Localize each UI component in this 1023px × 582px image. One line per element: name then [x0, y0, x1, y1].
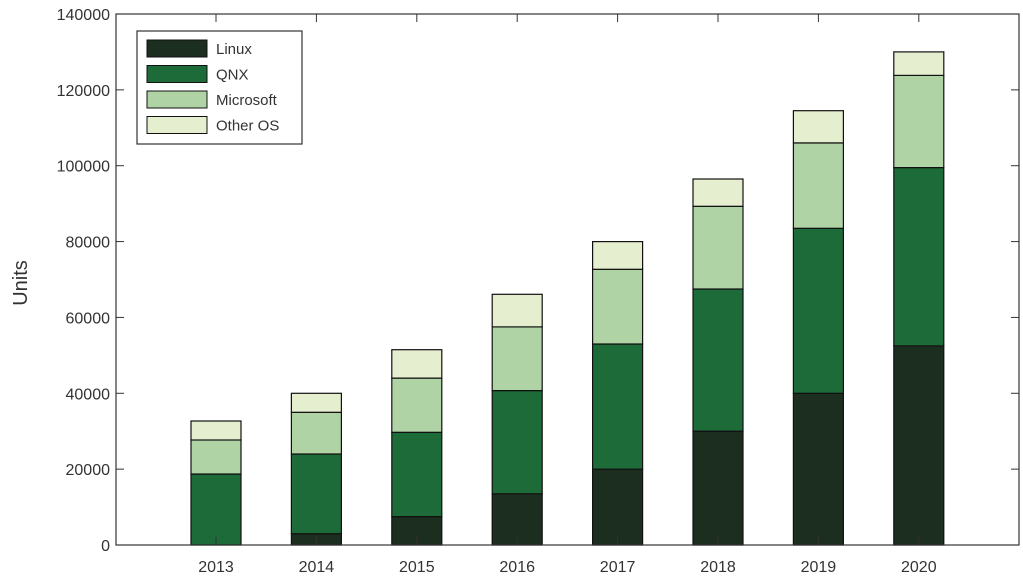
x-tick-label: 2020: [901, 559, 937, 576]
bar-segment-other-os-2017: [591, 241, 644, 270]
bar-segment-microsoft-2018: [692, 205, 744, 290]
bar-segment-microsoft-2016: [491, 326, 543, 392]
legend-label: QNX: [216, 67, 249, 84]
legend-swatch-linux: [146, 39, 208, 58]
y-tick-label: 100000: [57, 159, 110, 176]
bar-segment-linux-2017: [591, 468, 644, 546]
y-tick-label: 60000: [66, 310, 111, 327]
bar-segment-microsoft-2017: [591, 268, 644, 345]
bar-segment-linux-2018: [692, 430, 744, 546]
y-tick-label: 120000: [57, 83, 110, 100]
bar-segment-qnx-2020: [893, 167, 945, 347]
x-tick-label: 2013: [198, 559, 234, 576]
y-axis-title-group: Units: [10, 260, 32, 306]
y-tick-label: 0: [101, 538, 110, 555]
bar-segment-qnx-2015: [391, 431, 443, 518]
bar-segment-other-os-2013: [190, 420, 242, 441]
x-tick-label: 2018: [700, 559, 736, 576]
bar-segment-microsoft-2015: [391, 377, 443, 433]
bar-segment-microsoft-2020: [893, 74, 945, 169]
bar-segment-linux-2020: [893, 345, 945, 546]
bar-segment-other-os-2014: [290, 392, 342, 413]
bar-segment-microsoft-2019: [792, 142, 845, 229]
bar-segment-qnx-2017: [591, 343, 644, 470]
bar-segment-other-os-2018: [692, 178, 744, 207]
legend-swatch-qnx: [146, 65, 208, 83]
bar-segment-qnx-2018: [692, 288, 744, 432]
x-tick-label: 2014: [299, 559, 335, 576]
legend-label: Microsoft: [216, 92, 278, 109]
legend-label: Other OS: [216, 118, 279, 135]
legend-swatch-microsoft: [146, 90, 208, 109]
legend-label: Linux: [216, 41, 252, 58]
y-tick-label: 40000: [66, 386, 111, 403]
y-axis-title: Units: [10, 260, 32, 306]
bar-segment-other-os-2020: [893, 51, 945, 77]
axes-layer: 0 20000 40000 60000 80000 100000 120000 140000 2…: [57, 7, 1020, 576]
bar-segment-microsoft-2013: [190, 439, 242, 475]
y-tick-label: 140000: [57, 7, 110, 24]
x-tick-label: 2016: [499, 559, 535, 576]
bar-segment-linux-2019: [792, 392, 845, 546]
bar-segment-qnx-2019: [792, 227, 845, 394]
bar-segment-microsoft-2014: [290, 411, 342, 455]
y-tick-label: 20000: [66, 462, 111, 479]
plot-frame: [115, 13, 1020, 546]
bar-segment-qnx-2016: [491, 390, 543, 495]
bar-segment-other-os-2019: [792, 110, 845, 144]
bar-segment-other-os-2016: [491, 293, 543, 328]
bar-segment-qnx-2013: [190, 473, 242, 546]
legend: Linux QNX Microsoft Other OS: [136, 30, 303, 145]
legend-swatch-other-os: [146, 116, 208, 134]
x-tick-label: 2017: [600, 559, 636, 576]
bar-segment-qnx-2014: [290, 453, 342, 535]
x-tick-label: 2019: [801, 559, 837, 576]
x-tick-label: 2015: [399, 559, 435, 576]
bar-segment-other-os-2015: [391, 349, 443, 379]
bars-layer: [190, 51, 945, 546]
y-tick-label: 80000: [66, 235, 111, 252]
